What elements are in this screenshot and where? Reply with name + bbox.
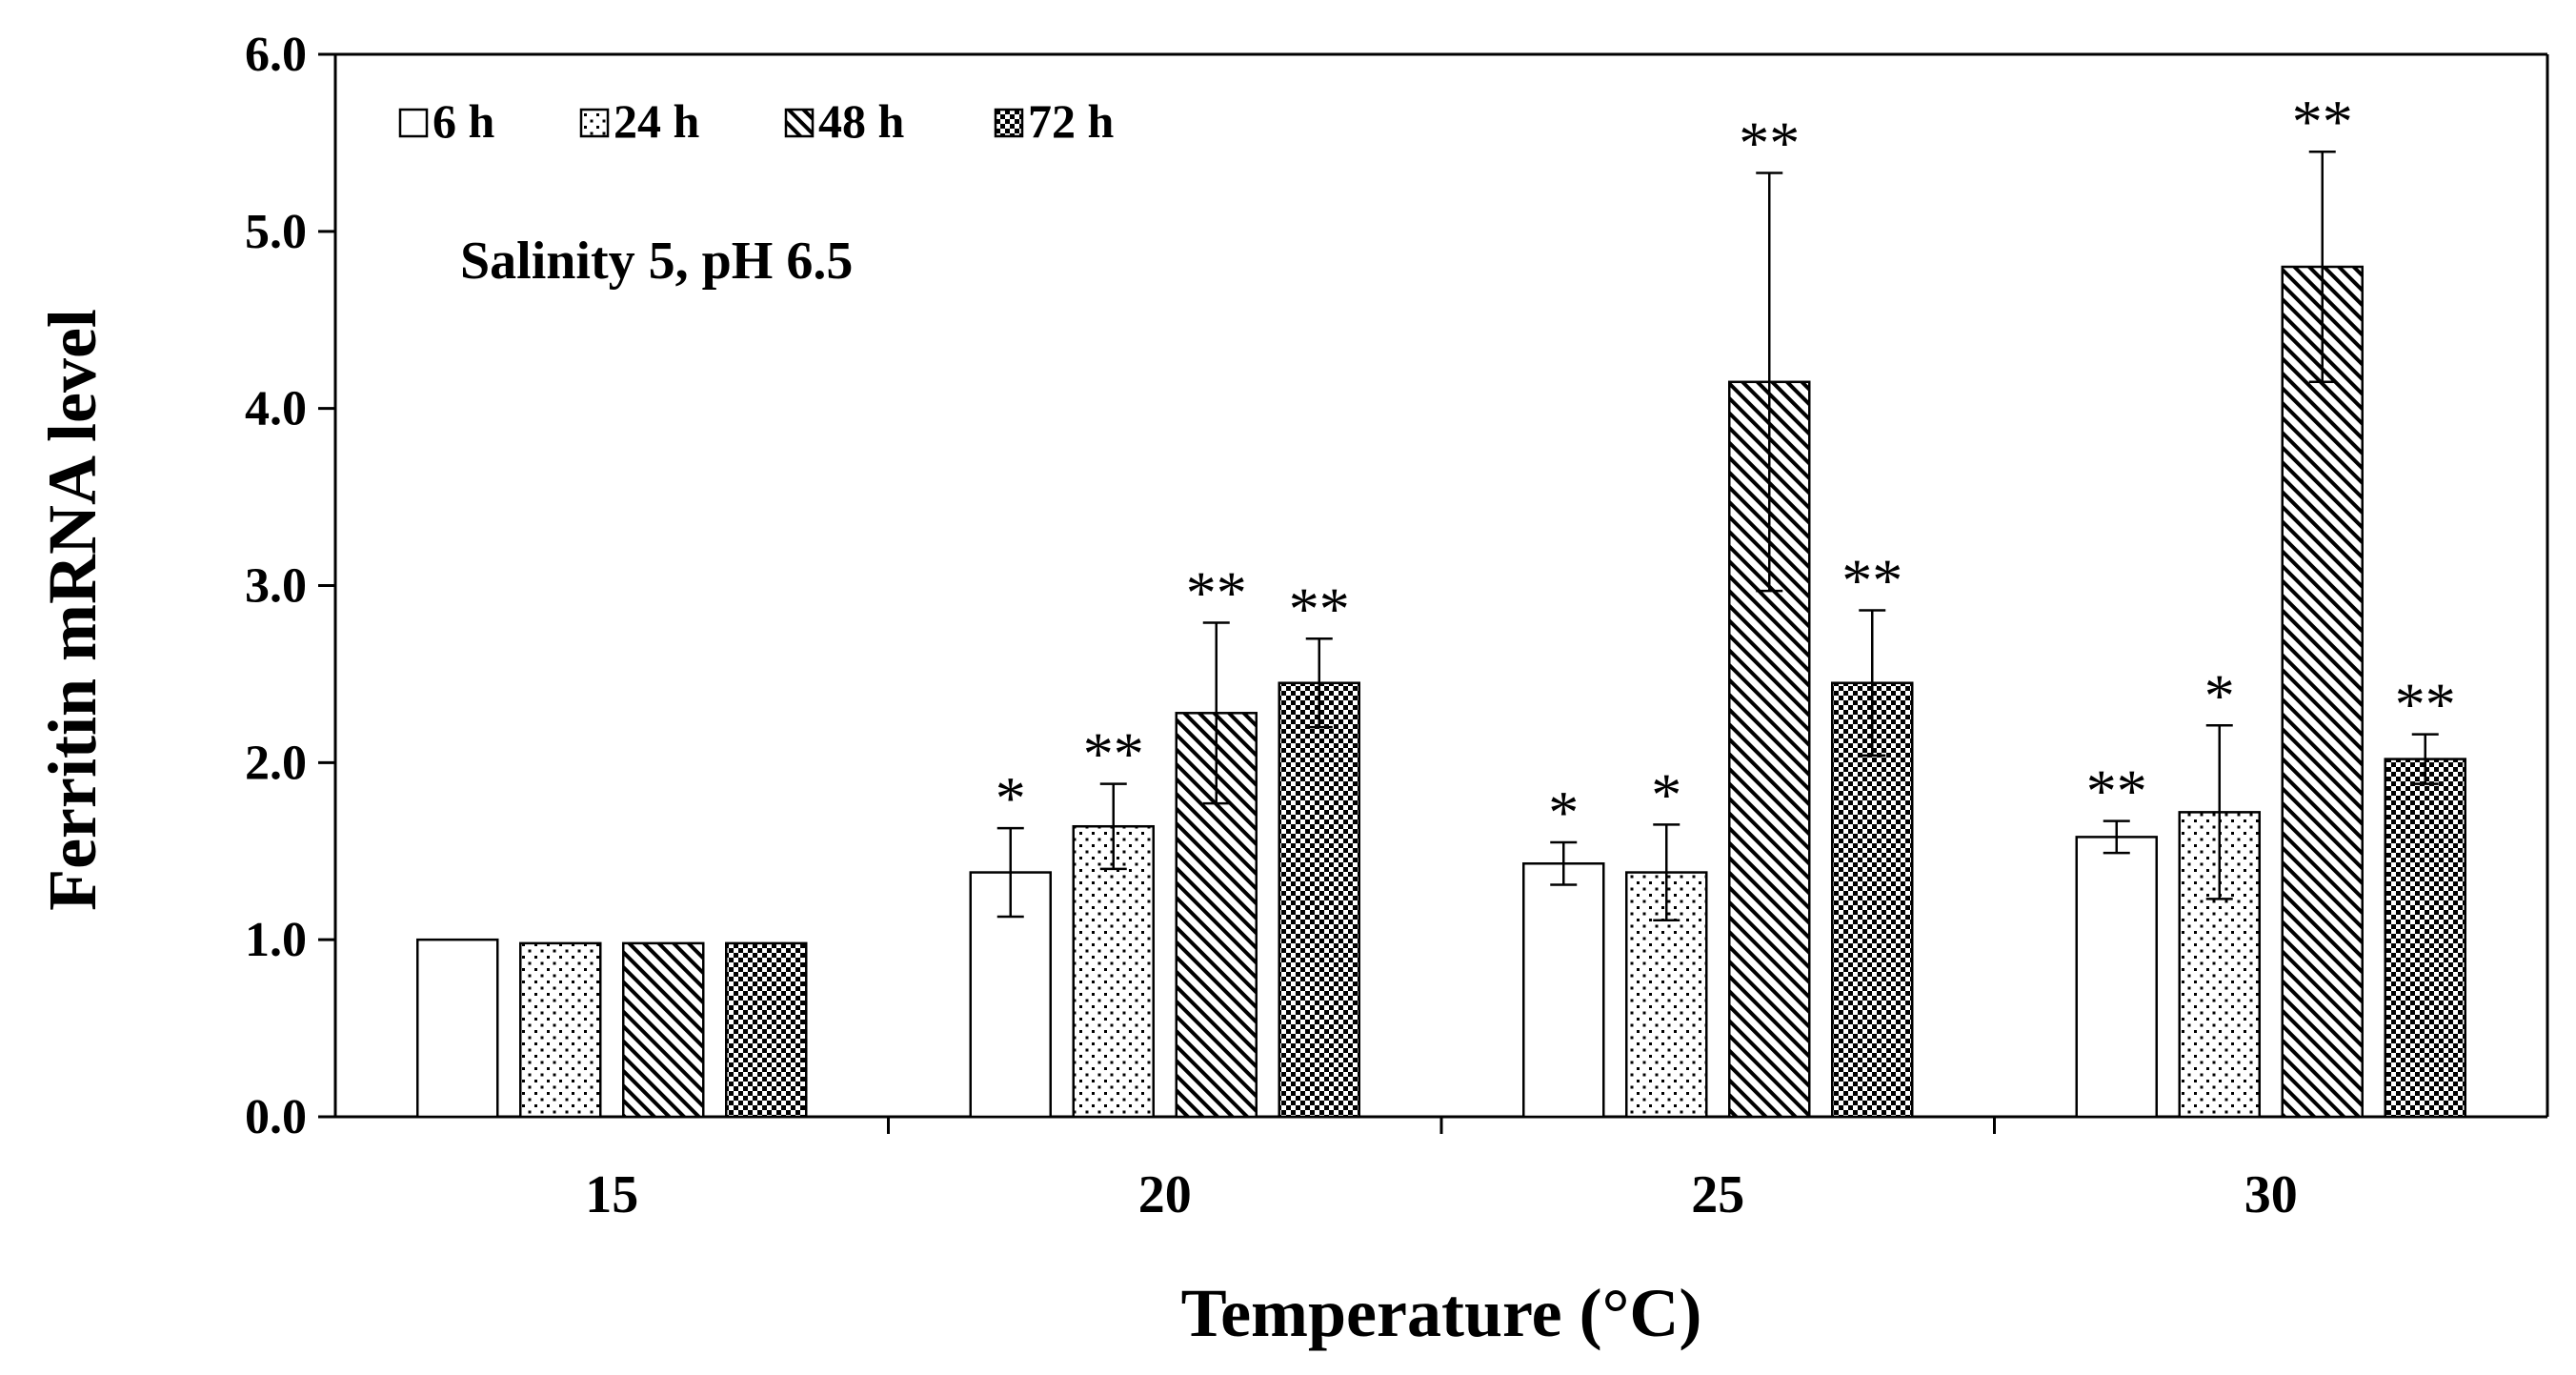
x-tick-label: 20 [1138,1165,1192,1224]
legend-swatch [994,108,1024,138]
bar [519,941,602,1119]
bar [2281,265,2364,1119]
x-tick-label: 25 [1691,1165,1744,1224]
x-tick-label: 30 [2244,1165,2298,1224]
y-tick-label: 0.0 [245,1090,307,1144]
error-bars [996,150,2439,921]
significance-mark: ** [1289,575,1350,642]
y-tick-label: 3.0 [245,559,307,614]
significance-mark: * [2204,661,2235,729]
legend: 6 h 24 h 48 h 72 h [398,94,1115,148]
significance-mark: ** [2086,758,2147,825]
legend-label: 48 h [818,94,905,148]
significance-mark: * [996,764,1026,832]
significance-mark: ** [2292,88,2353,155]
significance-mark: ** [2395,671,2456,738]
significance-mark: ** [1186,559,1247,627]
bar [725,941,808,1119]
x-axis-ticks: 15 20 25 30 [585,1117,2298,1224]
legend-swatch [579,108,610,138]
bar [1522,862,1605,1119]
significance-marks: ***** *** ************ [996,88,2456,846]
x-tick-label: 15 [585,1165,638,1224]
legend-label: 72 h [1028,94,1115,148]
y-tick-label: 6.0 [245,28,307,82]
x-axis-title: Temperature (°C) [1181,1275,1702,1351]
y-tick-label: 2.0 [245,736,307,790]
legend-swatch [784,108,815,138]
y-axis-title: Ferritin mRNA level [34,309,111,911]
bar [622,941,705,1119]
condition-annotation: Salinity 5, pH 6.5 [460,232,853,291]
bar [2075,836,2158,1119]
bar [2384,758,2466,1119]
legend-label: 6 h [433,94,495,148]
bar [1072,824,1155,1119]
y-axis-ticks: 0.0 1.0 2.0 3.0 4.0 5.0 6.0 [245,28,335,1144]
bar [416,938,499,1119]
y-tick-label: 4.0 [245,382,307,436]
significance-mark: ** [1841,547,1902,615]
y-tick-label: 5.0 [245,205,307,259]
significance-mark: ** [1083,720,1144,788]
bar [1278,681,1360,1119]
significance-mark: * [1651,760,1681,828]
legend-label: 24 h [614,94,700,148]
significance-mark: ** [1739,110,1800,177]
significance-mark: * [1548,778,1579,846]
y-tick-label: 1.0 [245,913,307,967]
bar-series [416,265,2466,1119]
legend-swatch [398,108,429,138]
